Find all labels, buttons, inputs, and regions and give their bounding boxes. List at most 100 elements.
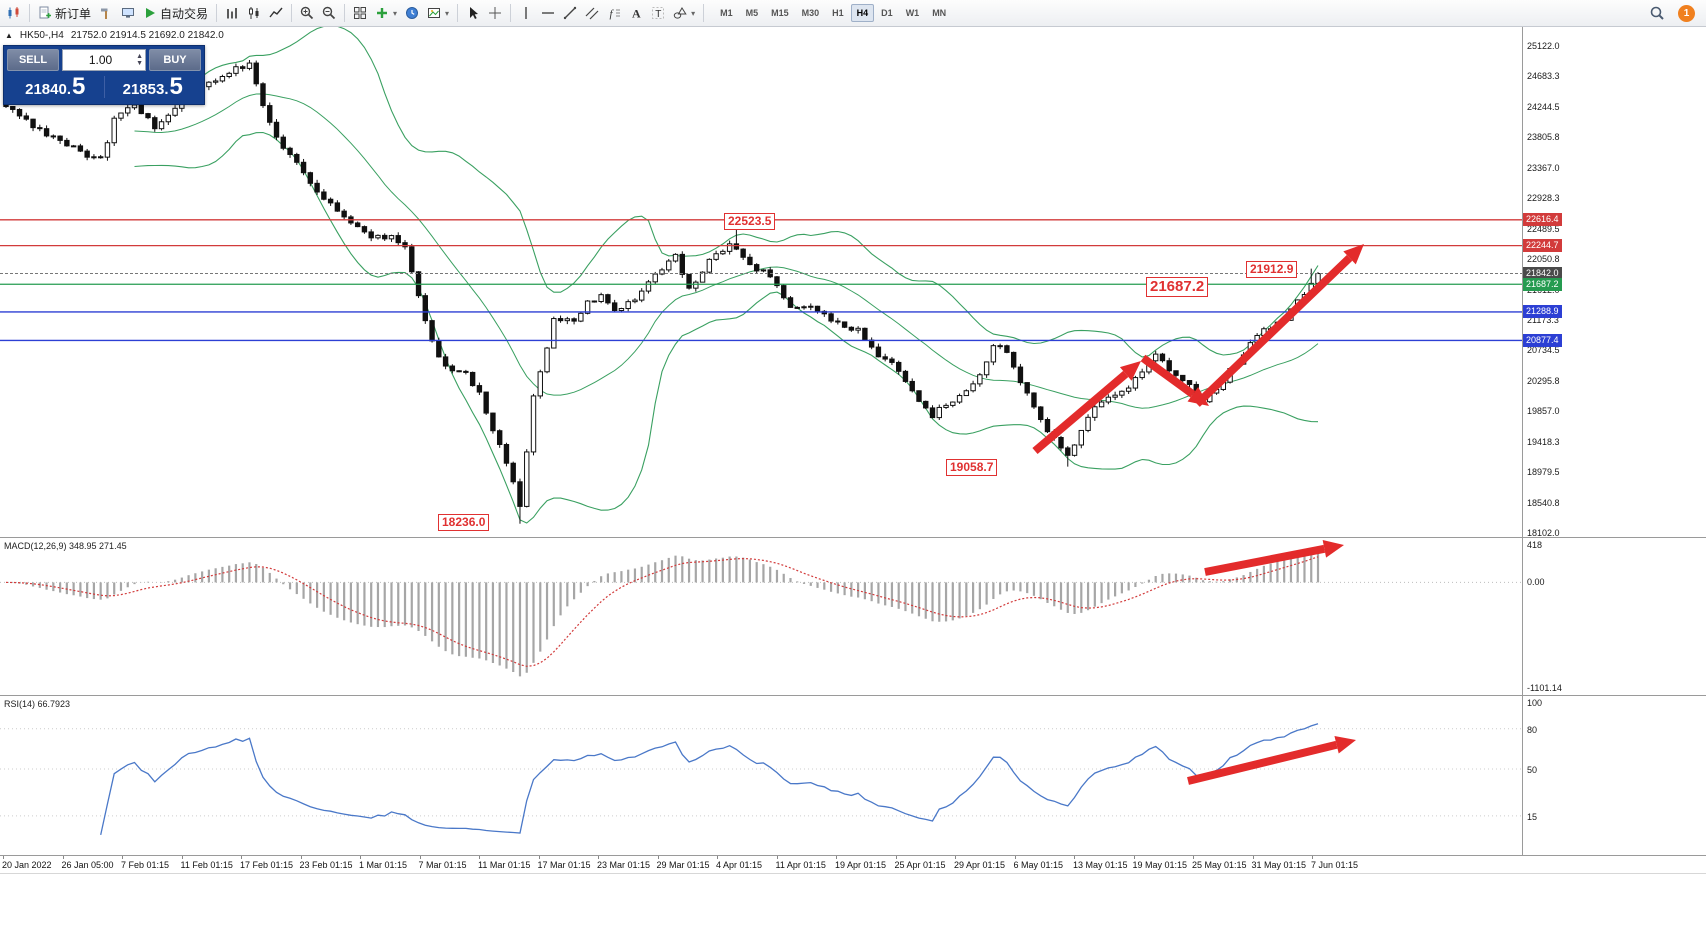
charts-window-icon[interactable] (3, 2, 25, 24)
crosshair-icon-glyph (488, 6, 502, 20)
timeframe-m15[interactable]: M15 (771, 8, 789, 18)
macd-panel[interactable]: MACD(12,26,9) 348.95 271.45 418 0.00 -1101… (0, 538, 1706, 696)
tile-windows-icon[interactable] (349, 2, 371, 24)
autotrading-button[interactable]: 自动交易 (139, 2, 212, 24)
time-tick-mark (598, 856, 599, 859)
zoom-in-icon[interactable] (296, 2, 318, 24)
price-tick-label: 23805.8 (1527, 132, 1560, 143)
time-axis-label: 17 Mar 01:15 (537, 860, 591, 870)
price-tick-label: 22928.3 (1527, 193, 1560, 204)
notification-badge[interactable]: 1 (1678, 4, 1695, 22)
market-watch-icon[interactable] (117, 2, 139, 24)
time-tick-mark (1193, 856, 1194, 859)
timeframe-d1[interactable]: D1 (881, 8, 893, 18)
sell-price-base: 21840. (25, 81, 72, 98)
bar-chart-icon[interactable] (221, 2, 243, 24)
price-tick-label: 18102.0 (1527, 528, 1560, 538)
rsi-axis[interactable]: 100 80 50 15 (1522, 696, 1706, 855)
toolbar-separator (216, 4, 218, 22)
tile-windows-icon-glyph (353, 6, 367, 20)
price-annotation[interactable]: 21912.9 (1246, 261, 1298, 278)
time-tick-mark (657, 856, 659, 859)
timeframe-h1[interactable]: H1 (832, 8, 844, 18)
horizontal-line-icon[interactable] (537, 2, 559, 24)
price-tick-label: 24244.5 (1527, 101, 1560, 112)
sell-button[interactable]: SELL (7, 49, 59, 71)
price-tick-label: 24683.3 (1527, 71, 1560, 82)
search-icon[interactable] (1646, 2, 1668, 24)
timeframe-h4[interactable]: H4 (850, 4, 875, 22)
volume-stepper[interactable]: 1.00 ▲ ▼ (62, 49, 146, 71)
snapshot-icon[interactable]: ▾ (423, 2, 453, 24)
autotrading-glyph (143, 6, 157, 20)
cursor-icon[interactable] (462, 2, 484, 24)
panel-collapse-icon[interactable]: ▲ (5, 31, 13, 40)
buy-price[interactable]: 21853. 5 (105, 75, 202, 99)
trend-arrow[interactable] (1032, 361, 1141, 455)
time-axis-label: 11 Mar 01:15 (478, 860, 531, 870)
price-axis[interactable]: 25122.0 24683.3 24244.5 23805.8 23367.0 22928… (1522, 27, 1706, 538)
trend-arrow[interactable] (1194, 244, 1364, 407)
timeframe-w1[interactable]: W1 (905, 8, 920, 18)
zoom-out-icon[interactable] (318, 2, 340, 24)
main-chart-panel[interactable]: ▲ HK50-,H4 21752.0 21914.5 21692.0 21842… (0, 27, 1706, 538)
crosshair-icon[interactable] (484, 2, 506, 24)
vertical-line-icon[interactable] (515, 2, 537, 24)
price-annotation[interactable]: 21687.2 (1146, 277, 1209, 297)
time-axis[interactable]: 20 Jan 2022 26 Jan 05:00 7 Feb 01:15 11 Feb… (0, 856, 1706, 874)
bollinger-upper-line (134, 27, 1319, 358)
chart-wizard-icon[interactable] (95, 2, 117, 24)
time-axis-label: 7 Jun 01:15 (1311, 860, 1359, 870)
time-axis-label: 11 Feb 01:15 (180, 860, 233, 870)
fibonacci-icon[interactable]: f (603, 2, 625, 24)
channel-icon[interactable] (581, 2, 603, 24)
macd-axis[interactable]: 418 0.00 -1101.14 (1522, 538, 1706, 695)
market-watch-icon-glyph (121, 6, 135, 20)
trend-arrow[interactable] (1187, 735, 1356, 785)
macd-histogram (11, 547, 1320, 677)
buy-button[interactable]: BUY (149, 49, 201, 71)
bollinger-lower-line (134, 131, 1319, 524)
rsi-axis-label: 50 (1527, 765, 1538, 775)
text-icon[interactable]: A (625, 2, 647, 24)
time-axis-label: 23 Mar 01:15 (597, 860, 651, 870)
snapshot-icon-glyph (427, 6, 441, 20)
time-axis-label: 23 Feb 01:15 (299, 860, 353, 870)
volume-down-button[interactable]: ▼ (136, 60, 143, 67)
timeframe-m5[interactable]: M5 (745, 8, 759, 18)
rsi-axis-label: 15 (1527, 811, 1538, 822)
rsi-panel[interactable]: RSI(14) 66.7923 100 80 50 15 (0, 696, 1706, 856)
time-tick-mark (360, 856, 361, 859)
volume-up-button[interactable]: ▲ (136, 53, 143, 60)
trendline-icon-glyph (563, 6, 577, 20)
rsi-axis-label: 100 (1527, 698, 1543, 708)
candlestick-chart[interactable] (0, 27, 1522, 538)
price-tick-label: 23367.0 (1527, 162, 1560, 173)
time-tick-mark (955, 856, 956, 859)
chevron-down-icon: ▾ (393, 8, 398, 18)
price-tick-label: 19418.3 (1527, 436, 1560, 447)
label-icon[interactable]: T (647, 2, 669, 24)
new-chart-icon[interactable]: ▾ (371, 2, 401, 24)
chevron-down-icon: ▾ (445, 8, 450, 18)
timeframe-mn[interactable]: MN (932, 8, 947, 18)
trend-arrow[interactable] (1204, 539, 1344, 576)
timeframe-m30[interactable]: M30 (801, 8, 820, 18)
price-annotation[interactable]: 18236.0 (438, 514, 490, 531)
trendline-icon[interactable] (559, 2, 581, 24)
shapes-icon[interactable]: ▾ (669, 2, 699, 24)
line-chart-icon[interactable] (265, 2, 287, 24)
sell-price[interactable]: 21840. 5 (7, 75, 104, 99)
time-tick-mark (122, 856, 123, 859)
navigator-icon[interactable] (401, 2, 423, 24)
price-annotation[interactable]: 19058.7 (946, 459, 998, 476)
time-tick-mark (419, 856, 421, 859)
zoom-out-icon-glyph (322, 6, 336, 20)
time-axis-label: 19 May 01:15 (1132, 860, 1188, 870)
timeframe-m1[interactable]: M1 (720, 8, 733, 18)
volume-value[interactable]: 1.00 (88, 53, 113, 67)
new-order-button[interactable]: 新订单 (34, 2, 95, 24)
candle-chart-icon[interactable] (243, 2, 265, 24)
price-annotation[interactable]: 22523.5 (724, 213, 776, 230)
